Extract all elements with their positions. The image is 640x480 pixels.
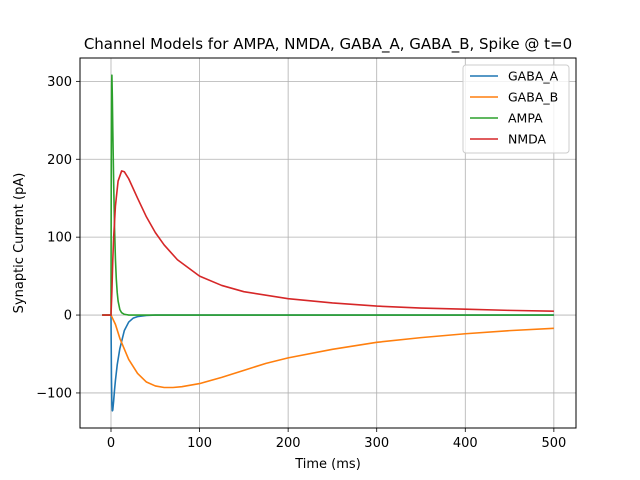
x-tick-label: 400	[453, 436, 478, 451]
legend-label-gaba-b: GABA_B	[508, 90, 558, 105]
x-tick-label: 200	[276, 436, 301, 451]
legend-label-gaba-a: GABA_A	[508, 69, 559, 84]
legend-box	[462, 64, 570, 154]
y-tick-label: 200	[47, 153, 72, 168]
plot-frame	[79, 57, 577, 429]
tick-layer: 0 100 200 300 400 500 −100 0 100 200 300	[36, 75, 566, 451]
y-tick-label: 0	[64, 309, 72, 324]
chart-title: Channel Models for AMPA, NMDA, GABA_A, G…	[84, 35, 572, 54]
series-line-nmda	[102, 170, 554, 316]
x-tick-label: 500	[541, 436, 566, 451]
y-axis-label: Synaptic Current (pA)	[12, 173, 27, 314]
x-axis-label: Time (ms)	[294, 457, 361, 472]
y-tick-label: −100	[36, 386, 72, 401]
legend-label-ampa: AMPA	[508, 111, 543, 126]
legend: GABA_A GABA_B AMPA NMDA	[462, 64, 570, 154]
series-line-gaba-b	[102, 314, 554, 389]
x-tick-label: 100	[187, 436, 212, 451]
series-layer	[102, 74, 554, 412]
x-tick-label: 0	[107, 436, 115, 451]
legend-label-nmda: NMDA	[508, 132, 547, 147]
y-tick-label: 300	[47, 75, 72, 90]
series-line-gaba-a	[102, 314, 554, 412]
x-tick-label: 300	[364, 436, 389, 451]
y-tick-label: 100	[47, 231, 72, 246]
